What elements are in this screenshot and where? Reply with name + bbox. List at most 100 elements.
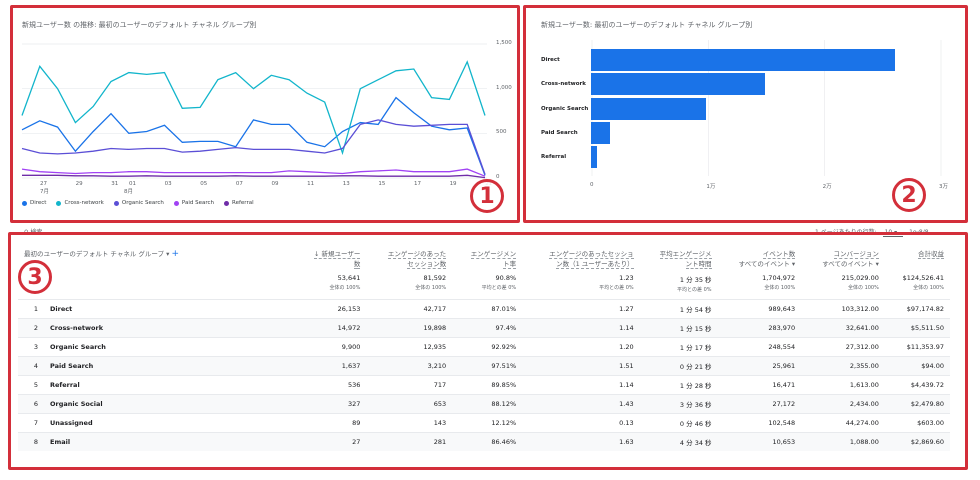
bar-cross-network[interactable] — [591, 73, 766, 96]
metric-cell: 9,900 — [295, 337, 367, 357]
metric-cell: 97.4% — [452, 318, 523, 338]
bar-category-label: Paid Search — [541, 129, 578, 136]
x-tick-label: 11 — [307, 181, 315, 187]
channel-name[interactable]: Paid Search — [44, 356, 296, 376]
metric-cell: 327 — [295, 394, 367, 414]
metric-cell: 89.85% — [452, 375, 523, 395]
metric-cell: 97.51% — [452, 356, 523, 376]
table-row[interactable]: 8 Email 27 281 86.46% 1.63 4 分 34 秒 10,653 1,088… — [18, 432, 950, 451]
metric-cell: 12.12% — [452, 413, 523, 433]
table-search[interactable]: ⚲ 検索... — [24, 227, 48, 236]
channel-name[interactable]: Organic Search — [44, 337, 296, 357]
table-row[interactable]: 7 Unassigned 89 143 12.12% 0.13 0 分 46 秒 102,54… — [18, 413, 950, 433]
dimension-header[interactable]: 最初のユーザーのデフォルト チャネル グループ ▾ + — [24, 249, 180, 259]
legend-swatch — [56, 200, 62, 206]
metric-header-engaged-per-user[interactable]: エンゲージのあったセッショ ン数（1 ユーザーあたり） — [549, 250, 634, 269]
metric-header-event-count[interactable]: イベント数 すべてのイベント ▾ — [738, 250, 796, 268]
metric-header-conversions[interactable]: コンバージョン すべてのイベント ▾ — [822, 250, 879, 268]
legend-item[interactable]: Organic Search — [113, 200, 164, 206]
legend-item[interactable]: Direct — [22, 200, 46, 206]
metric-cell: 102,548 — [717, 413, 802, 433]
annotation-badge-2: 2 — [892, 178, 926, 212]
total-cell: $124,526.41 全体の 100% — [902, 274, 944, 291]
metric-cell: 44,274.00 — [801, 413, 885, 433]
channel-name[interactable]: Referral — [44, 375, 296, 395]
metric-cell: 283,970 — [717, 318, 802, 338]
x-tick-label: 15 — [378, 181, 386, 187]
legend-label: Paid Search — [181, 200, 215, 206]
bar-chart-title: 新規ユーザー数: 最初のユーザーのデフォルト チャネル グループ別 — [541, 21, 753, 29]
add-dimension-icon[interactable]: + — [171, 249, 180, 259]
metric-cell: 1.20 — [522, 337, 640, 357]
row-index: 5 — [18, 375, 44, 395]
row-index: 6 — [18, 394, 44, 414]
bar-category-label: Cross-network — [541, 81, 586, 88]
metric-cell: 1.43 — [522, 394, 640, 414]
line-chart-title: 新規ユーザー数 の推移: 最初のユーザーのデフォルト チャネル グループ別 — [22, 21, 257, 29]
channel-name[interactable]: Email — [44, 432, 296, 451]
legend-swatch — [173, 200, 179, 206]
chevron-down-icon[interactable]: ▾ — [166, 250, 172, 258]
x-tick-label: 03 — [164, 181, 172, 187]
metric-cell: 1.51 — [522, 356, 640, 376]
metric-cell: 653 — [366, 394, 453, 414]
metric-cell: 281 — [366, 432, 453, 451]
x-tick-label: 01 — [129, 181, 137, 187]
total-cell: 1.23 平均との差 0% — [599, 274, 634, 291]
metric-cell: 248,554 — [717, 337, 802, 357]
legend-label: Cross-network — [64, 200, 104, 206]
legend-item[interactable]: Paid Search — [173, 200, 215, 206]
table-row[interactable]: 5 Referral 536 717 89.85% 1.14 1 分 28 秒 16,471 1… — [18, 375, 950, 395]
table-row[interactable]: 1 Direct 26,153 42,717 87.01% 1.27 1 分 54 秒 989… — [18, 299, 950, 319]
metric-cell: 717 — [366, 375, 453, 395]
table-row[interactable]: 3 Organic Search 9,900 12,935 92.92% 1.20 1 分 … — [18, 337, 950, 357]
metric-cell: 1,637 — [295, 356, 367, 376]
bar-paid-search[interactable] — [591, 121, 611, 144]
rows-per-page-select[interactable]: 10 ▾ — [882, 229, 904, 237]
total-cell: 1 分 35 秒平均との差 0% — [677, 276, 712, 293]
metric-cell: 26,153 — [295, 299, 367, 319]
metric-cell: 1,613.00 — [801, 375, 885, 395]
table-row[interactable]: 4 Paid Search 1,637 3,210 97.51% 1.51 0 分 21 秒… — [18, 356, 950, 376]
total-cell: 1,704,972 全体の 100% — [762, 274, 796, 291]
bar-direct[interactable] — [591, 49, 896, 71]
bar-x-tick-label: 0 — [590, 182, 594, 188]
legend-item[interactable]: Cross-network — [56, 200, 104, 206]
annotation-badge-1: 1 — [470, 179, 504, 213]
metric-header-new-users[interactable]: ↓ 新規ユーザー数 — [313, 250, 361, 269]
metric-header-engagement-rate[interactable]: エンゲージメン ト率 — [470, 250, 517, 269]
channel-name[interactable]: Direct — [44, 299, 296, 319]
metric-cell: 19,898 — [366, 318, 453, 338]
channel-data-table: 最初のユーザーのデフォルト チャネル グループ ▾ + ↓ 新規ユーザー数 エン… — [18, 244, 950, 451]
metric-cell: $97,174.82 — [884, 299, 950, 319]
legend-label: Referral — [232, 200, 254, 206]
annotation-badge-3: 3 — [18, 260, 52, 294]
metric-cell: $2,869.60 — [884, 432, 950, 451]
line-chart-legend: Direct Cross-network Organic Search Paid Se… — [22, 200, 254, 206]
metric-cell: 1.27 — [522, 299, 640, 319]
legend-item[interactable]: Referral — [224, 200, 254, 206]
total-cell: 215,029.00 全体の 100% — [841, 274, 879, 291]
metric-header-avg-engagement-time[interactable]: 平均エンゲージメ ント時間 — [659, 250, 712, 269]
channel-name[interactable]: Unassigned — [44, 413, 296, 433]
metric-cell: 89 — [295, 413, 367, 433]
metric-header-total-revenue[interactable]: 合計収益 — [918, 250, 944, 259]
row-index: 4 — [18, 356, 44, 376]
bar-referral[interactable] — [591, 146, 598, 169]
table-row[interactable]: 2 Cross-network 14,972 19,898 97.4% 1.14 1 分 1… — [18, 318, 950, 338]
channel-name[interactable]: Cross-network — [44, 318, 296, 338]
row-index: 8 — [18, 432, 44, 451]
search-input[interactable]: 検索... — [30, 229, 49, 236]
y-tick-label: 0 — [496, 174, 500, 180]
bar-organic-search[interactable] — [591, 97, 707, 120]
metric-cell: 536 — [295, 375, 367, 395]
metric-cell: 0 分 46 秒 — [639, 413, 718, 433]
total-cell: 90.8% 平均との差 0% — [481, 274, 517, 291]
metric-header-engaged-sessions[interactable]: エンゲージのあった セッション数 — [387, 250, 447, 269]
metric-cell: $4,439.72 — [884, 375, 950, 395]
row-index: 2 — [18, 318, 44, 338]
metric-cell: 12,935 — [366, 337, 453, 357]
channel-name[interactable]: Organic Social — [44, 394, 296, 414]
bar-x-tick-label: 1万 — [706, 184, 716, 190]
